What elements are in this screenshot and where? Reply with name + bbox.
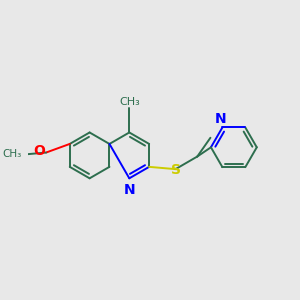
- Text: CH₃: CH₃: [119, 97, 140, 107]
- Text: N: N: [215, 112, 227, 126]
- Text: O: O: [33, 144, 45, 158]
- Text: S: S: [171, 163, 181, 177]
- Text: N: N: [124, 183, 135, 196]
- Text: CH₃: CH₃: [2, 149, 21, 160]
